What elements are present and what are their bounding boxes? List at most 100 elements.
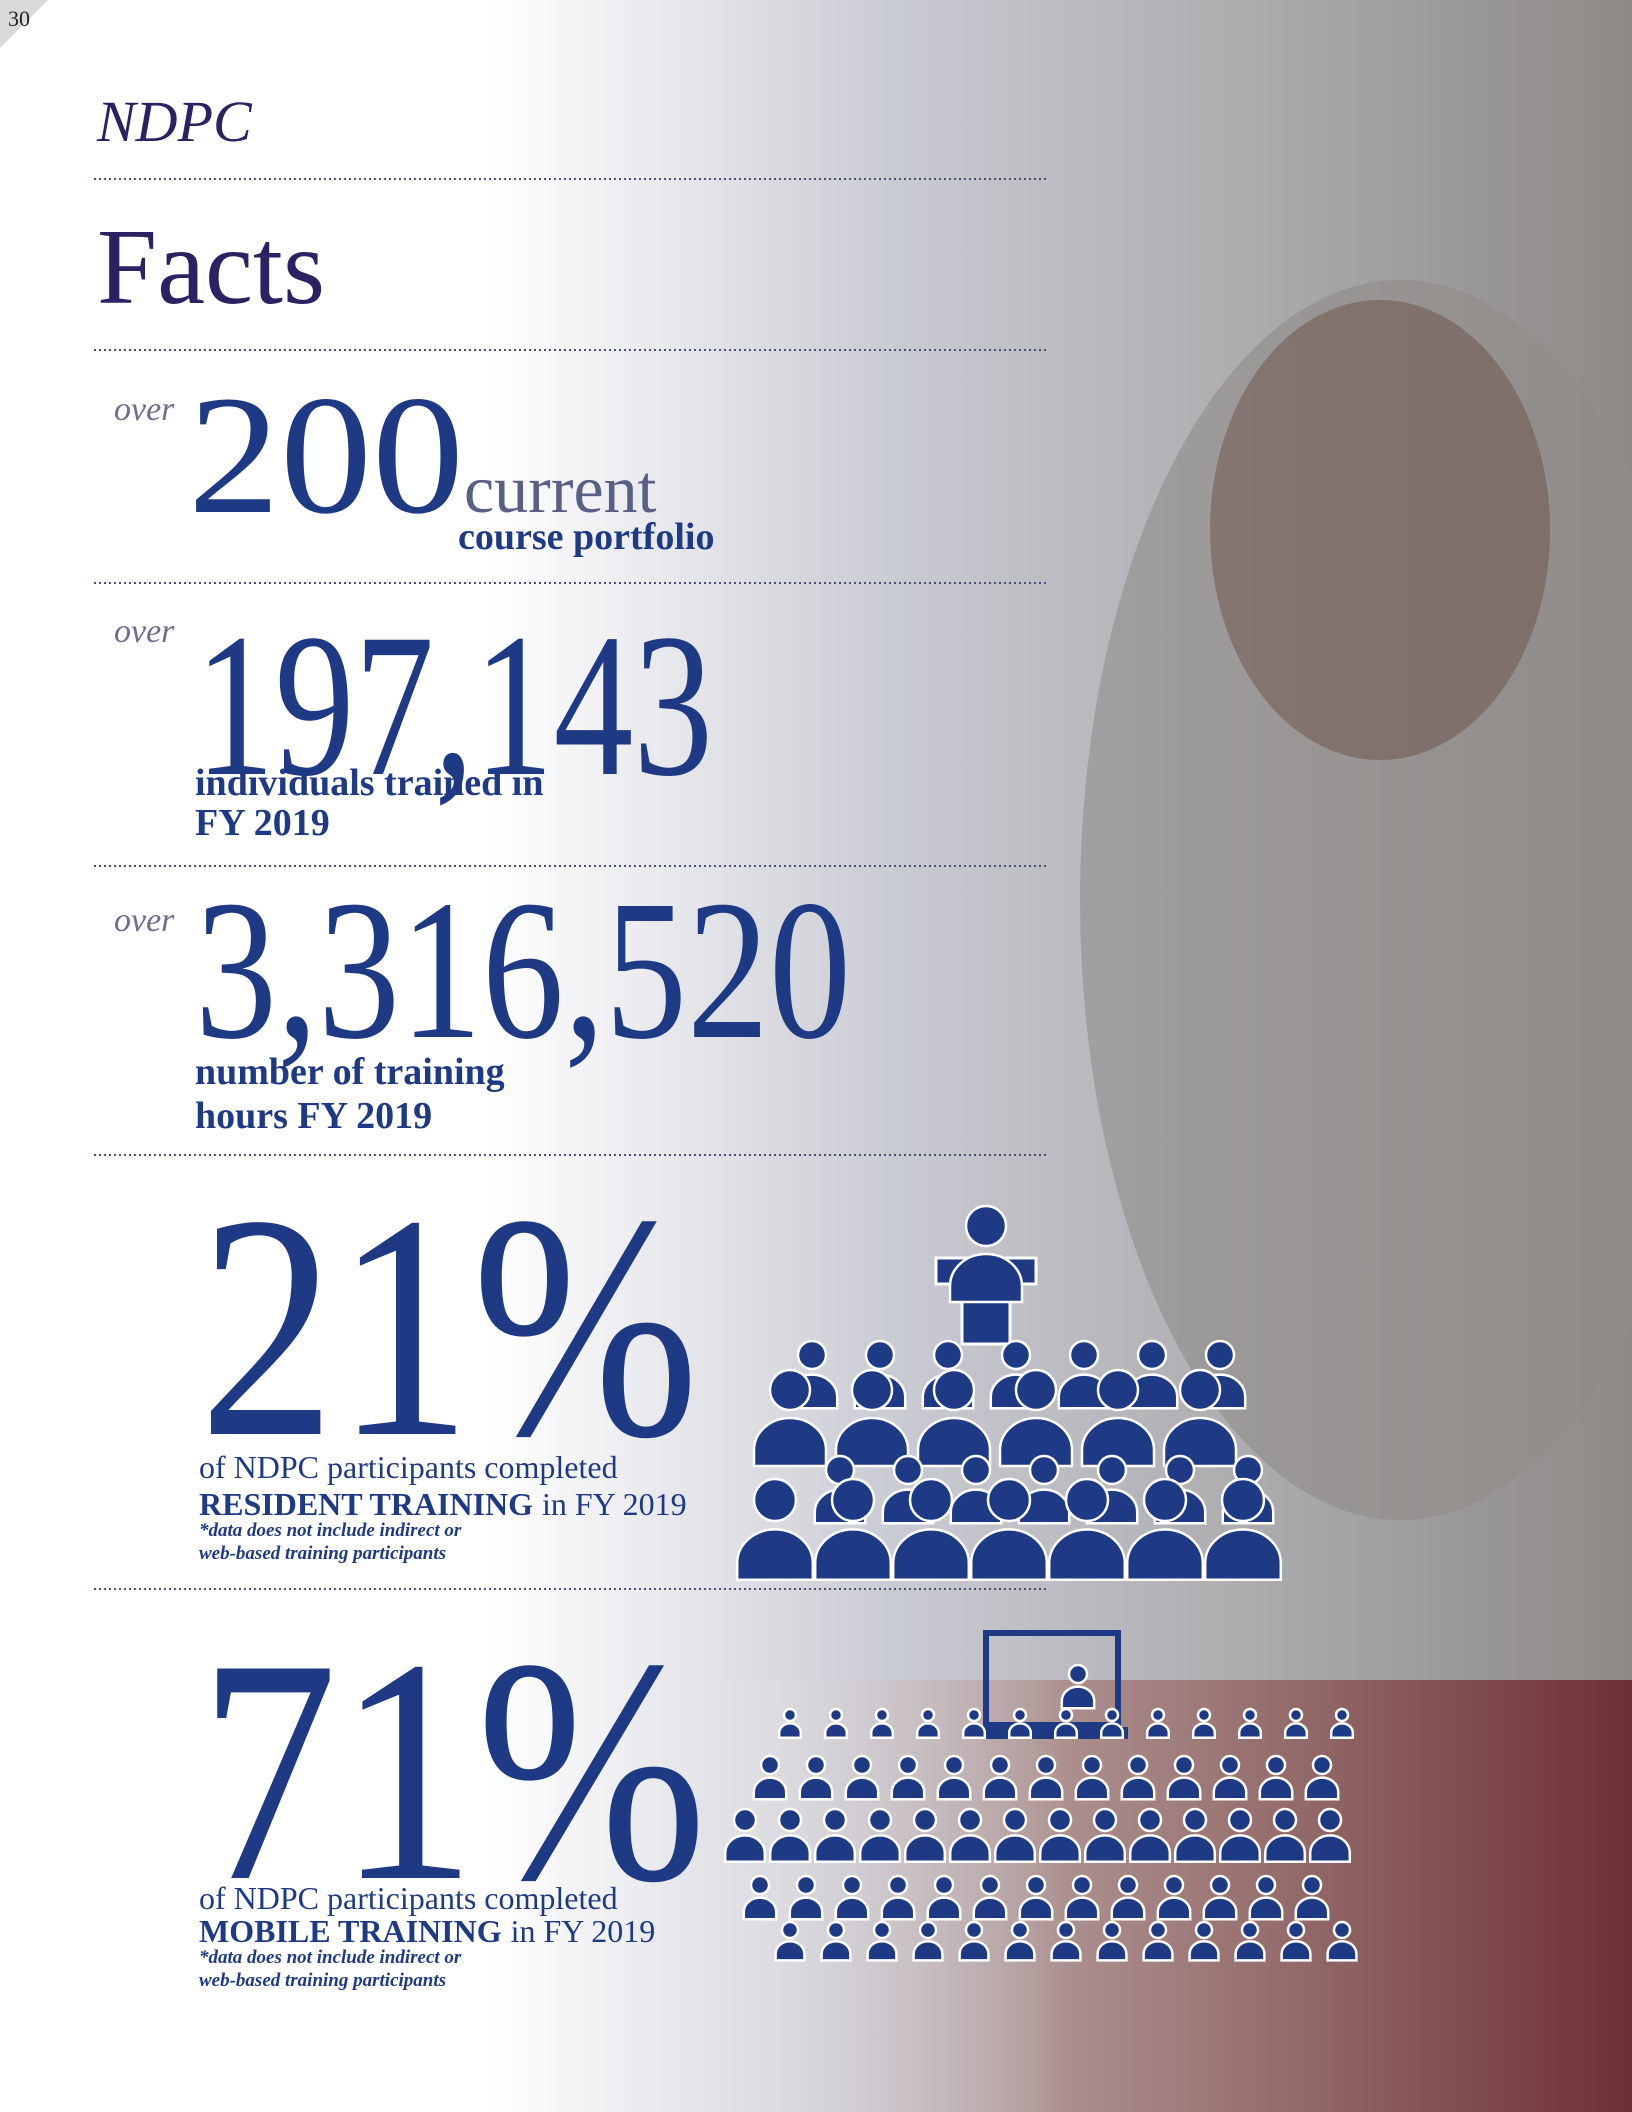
person-head xyxy=(1288,1922,1304,1938)
person-head xyxy=(1274,1809,1296,1831)
person-body xyxy=(1168,1778,1200,1800)
person-head xyxy=(874,1922,890,1938)
photo-figure xyxy=(700,1680,1632,2112)
stat-note: web-based training participants xyxy=(199,1970,446,1991)
person-head xyxy=(1144,1479,1186,1521)
person-body xyxy=(1310,1835,1350,1861)
fact-caption: individuals trained in xyxy=(195,762,543,804)
person-head xyxy=(1313,1756,1331,1774)
stat-highlight: MOBILE TRAINING xyxy=(199,1913,502,1949)
person-head xyxy=(1319,1809,1341,1831)
fact-caption: FY 2019 xyxy=(195,802,330,844)
fact-caption: course portfolio xyxy=(458,516,714,558)
person-head xyxy=(1198,1709,1210,1721)
person-head xyxy=(876,1709,888,1721)
person-body xyxy=(1112,1898,1144,1920)
person-head xyxy=(1058,1922,1074,1938)
photo-figure xyxy=(1210,300,1550,760)
person-head xyxy=(1303,1876,1321,1894)
person-head xyxy=(784,1709,796,1721)
person-body xyxy=(1306,1778,1338,1800)
person-head xyxy=(1049,1809,1071,1831)
person-body xyxy=(1062,1687,1094,1709)
stat-caption: of NDPC participants completed xyxy=(199,1449,618,1485)
person-head xyxy=(910,1479,952,1521)
person-head xyxy=(1290,1709,1302,1721)
person-head xyxy=(770,1370,810,1410)
stat-note: *data does not include indirect or xyxy=(199,1520,462,1541)
person-head xyxy=(889,1876,907,1894)
person-body xyxy=(1260,1778,1292,1800)
person-head xyxy=(966,1922,982,1938)
person-head xyxy=(798,1341,826,1369)
person-head xyxy=(797,1876,815,1894)
person-head xyxy=(1221,1756,1239,1774)
person-body xyxy=(846,1778,878,1800)
person-body xyxy=(744,1898,776,1920)
person-body xyxy=(1285,1723,1307,1737)
fact-number: 3,316,520 xyxy=(195,860,851,1081)
person-head xyxy=(1002,1341,1030,1369)
person-head xyxy=(866,1341,894,1369)
person-body xyxy=(1265,1835,1305,1861)
person-body xyxy=(1066,1898,1098,1920)
person-body xyxy=(1040,1835,1080,1861)
stat-note: *data does not include indirect or xyxy=(199,1947,462,1968)
person-body xyxy=(725,1835,765,1861)
person-head xyxy=(962,1456,990,1484)
person-head xyxy=(934,1341,962,1369)
person-body xyxy=(779,1723,801,1737)
prefix: over xyxy=(114,902,175,939)
person-body xyxy=(1220,1835,1260,1861)
person-head xyxy=(828,1922,844,1938)
person-body xyxy=(1190,1941,1219,1960)
person-head xyxy=(1014,1709,1026,1721)
person-body xyxy=(950,1835,990,1861)
person-head xyxy=(981,1876,999,1894)
person-head xyxy=(1106,1709,1118,1721)
person-head xyxy=(1027,1876,1045,1894)
person-body xyxy=(1214,1778,1246,1800)
person-body xyxy=(960,1941,989,1960)
person-head xyxy=(1069,1665,1087,1683)
page: 30 NDPC Facts over 200 current course po… xyxy=(0,0,1632,2112)
person-head xyxy=(1267,1756,1285,1774)
person-head xyxy=(1098,1370,1138,1410)
person-body xyxy=(1147,1723,1169,1737)
stat-line: MOBILE TRAININGin FY 2019 xyxy=(199,1913,655,1949)
stat-line: RESIDENT TRAININGin FY 2019 xyxy=(199,1486,687,1522)
person-body xyxy=(1175,1835,1215,1861)
person-body xyxy=(776,1941,805,1960)
prefix: over xyxy=(114,391,175,428)
person-body xyxy=(1055,1723,1077,1737)
person-body xyxy=(770,1835,810,1861)
person-head xyxy=(782,1922,798,1938)
person-head xyxy=(754,1479,796,1521)
person-body xyxy=(928,1898,960,1920)
person-head xyxy=(761,1756,779,1774)
person-head xyxy=(1242,1922,1258,1938)
person-body xyxy=(871,1723,893,1737)
person-body xyxy=(914,1941,943,1960)
person-head xyxy=(1094,1809,1116,1831)
person-head xyxy=(1206,1341,1234,1369)
person-body xyxy=(1239,1723,1261,1737)
person-head xyxy=(1257,1876,1275,1894)
person-body xyxy=(822,1941,851,1960)
person-head xyxy=(1037,1756,1055,1774)
person-body xyxy=(836,1898,868,1920)
person-head xyxy=(920,1922,936,1938)
person-body xyxy=(1158,1898,1190,1920)
person-body xyxy=(917,1723,939,1737)
person-body xyxy=(800,1778,832,1800)
person-body xyxy=(1122,1778,1154,1800)
person-head xyxy=(1012,1922,1028,1938)
person-head xyxy=(894,1456,922,1484)
person-head xyxy=(1336,1709,1348,1721)
person-body xyxy=(1076,1778,1108,1800)
person-head xyxy=(935,1876,953,1894)
person-body xyxy=(984,1778,1016,1800)
person-body xyxy=(1250,1898,1282,1920)
person-body xyxy=(1130,1835,1170,1861)
person-body xyxy=(905,1835,945,1861)
